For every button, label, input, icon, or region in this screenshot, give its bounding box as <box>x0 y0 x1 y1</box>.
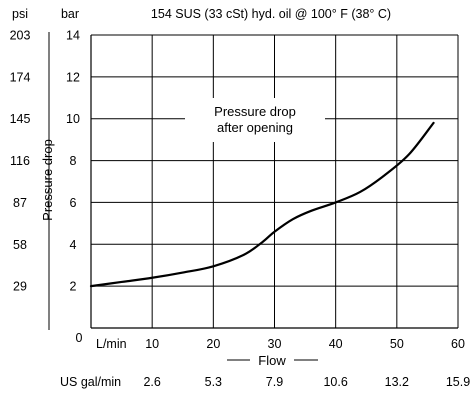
y-tick-label: 6 <box>70 196 77 210</box>
x2-tick-label: 10.6 <box>323 375 347 389</box>
x-axis-label: Flow <box>258 353 286 368</box>
x-tick-label: 20 <box>206 337 220 351</box>
y-axis-label: Pressure drop <box>40 139 55 221</box>
x2-tick-label: 2.6 <box>143 375 160 389</box>
x2-tick-label: 13.2 <box>385 375 409 389</box>
chart-title: 154 SUS (33 cSt) hyd. oil @ 100° F (38° … <box>151 7 391 21</box>
series-line <box>89 121 435 288</box>
y2-tick-label: 87 <box>13 196 27 210</box>
x2-tick-label: 7.9 <box>266 375 283 389</box>
y2-tick-label: 116 <box>10 154 30 168</box>
annotation: Pressure drop after opening <box>185 98 325 142</box>
annotation-background <box>185 98 325 142</box>
y-unit-label: bar <box>61 7 79 21</box>
annotation-line: Pressure drop <box>214 104 296 119</box>
x-unit-label: L/min <box>96 337 127 351</box>
x-tick-label: 40 <box>329 337 343 351</box>
y2-tick-label: 29 <box>13 280 27 294</box>
y2-tick-label: 174 <box>10 70 31 84</box>
x-tick-label: 50 <box>390 337 404 351</box>
axes <box>48 32 458 361</box>
x2-tick-label: 5.3 <box>205 375 222 389</box>
series-layer <box>89 121 435 288</box>
y-tick-label: 8 <box>70 154 77 168</box>
y-tick-label: 2 <box>70 280 77 294</box>
tick-labels: 2 4 6 8 10 12 14 29 58 87 116 145 174 203 10 20 30 40 50 60… <box>10 29 470 390</box>
x2-tick-label: 15.9 <box>446 375 470 389</box>
x-tick-label: 30 <box>268 337 282 351</box>
x2-unit-label: US gal/min <box>60 375 121 389</box>
y2-unit-label: psi <box>12 7 28 21</box>
annotation-text: Pressure drop after opening <box>214 104 296 135</box>
origin-label: 0 <box>76 331 83 345</box>
y-tick-label: 14 <box>66 29 80 43</box>
x-tick-label: 60 <box>451 337 465 351</box>
y2-tick-label: 58 <box>13 238 27 252</box>
x-axis-label-background <box>250 352 294 369</box>
y2-tick-label: 145 <box>10 112 31 126</box>
x-tick-label: 10 <box>145 337 159 351</box>
y2-tick-label: 203 <box>10 29 31 43</box>
grid <box>91 34 459 328</box>
y-tick-label: 4 <box>70 238 77 252</box>
y-tick-label: 10 <box>66 112 80 126</box>
y-tick-label: 12 <box>66 70 80 84</box>
annotation-line: after opening <box>217 120 293 135</box>
